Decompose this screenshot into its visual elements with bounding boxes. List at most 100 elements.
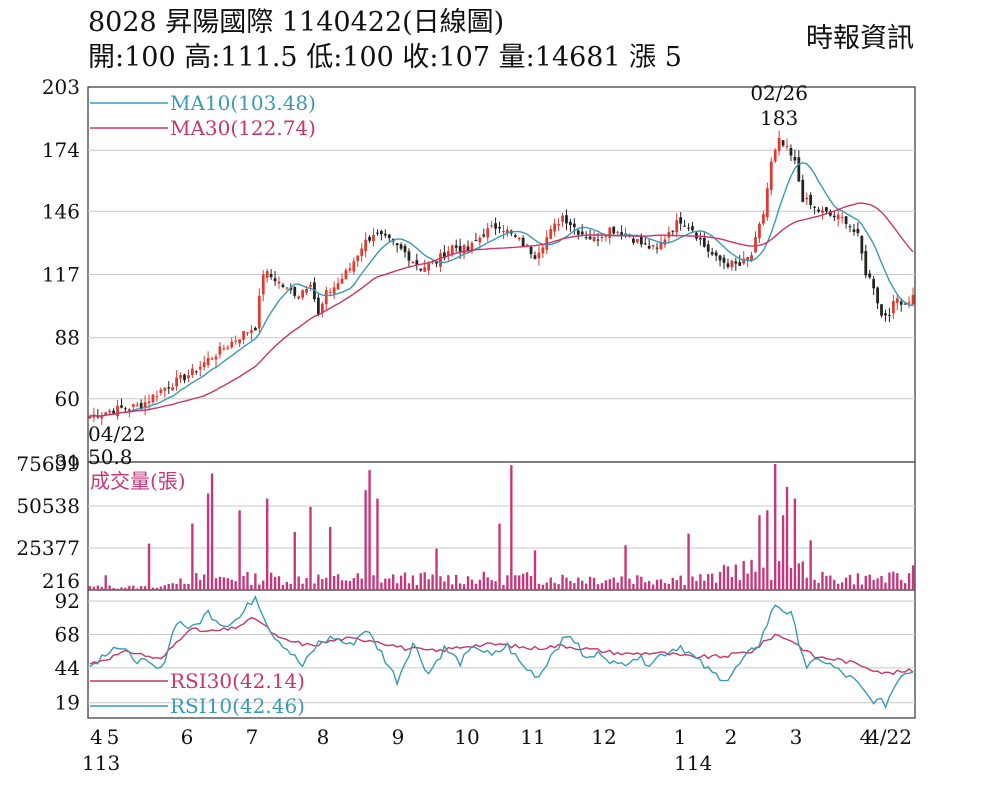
volume-bar [687, 533, 690, 590]
price-tick-label: 146 [42, 199, 80, 223]
volume-tick-label: 75699 [16, 452, 80, 476]
volume-bar [781, 515, 785, 590]
candle-body [163, 387, 167, 391]
candle-body [746, 256, 750, 262]
volume-bar [647, 581, 651, 590]
candle-body [194, 371, 198, 373]
volume-bar [844, 577, 848, 590]
volume-bar [277, 576, 281, 590]
volume-bar [344, 580, 348, 590]
month-tick-label: 10 [454, 725, 479, 749]
volume-bar [285, 581, 289, 590]
volume-bar [817, 582, 820, 590]
month-tick-label: 12 [591, 725, 616, 749]
candle-body [872, 279, 876, 289]
volume-bar [443, 581, 446, 590]
candle-body [190, 368, 194, 376]
candle-body [557, 224, 560, 226]
volume-bar [711, 573, 714, 590]
ohlc-summary: 開:100 高:111.5 低:100 收:107 量:14681 漲 5 [88, 42, 682, 73]
volume-bar [774, 464, 777, 590]
volume-bar [900, 579, 903, 590]
candle-body [419, 268, 423, 271]
candle-body [533, 255, 537, 259]
rsi-legend-entry: RSI10(42.46) [170, 694, 305, 718]
candle-body [876, 287, 879, 304]
candle-body [305, 288, 308, 293]
volume-bar [250, 585, 253, 590]
candle-body [407, 251, 411, 261]
candle-body [750, 255, 753, 261]
volume-bar [860, 584, 864, 590]
volume-bar [514, 575, 517, 590]
candle-body [604, 235, 608, 237]
candle-body [856, 228, 860, 234]
volume-bar [482, 571, 485, 590]
candle-body [120, 405, 123, 408]
volume-bar [167, 583, 170, 590]
candle-body [884, 313, 887, 316]
candle-body [273, 278, 277, 282]
volume-bar [750, 559, 753, 590]
candle-body [888, 314, 891, 316]
volume-bar [545, 582, 548, 590]
candle-body [360, 248, 364, 256]
candle-body [797, 157, 801, 182]
volume-bar [210, 473, 214, 590]
candle-body [490, 225, 494, 227]
candle-body [828, 211, 832, 216]
candle-body [139, 403, 143, 410]
volume-bar [195, 573, 198, 590]
volume-bar [309, 506, 312, 590]
candle-body [679, 217, 683, 224]
candle-body [380, 231, 383, 235]
price-tick-label: 203 [42, 75, 80, 99]
volume-bar [636, 575, 639, 590]
volume-bar [175, 583, 178, 590]
volume-bar [813, 579, 816, 590]
volume-bar [770, 579, 773, 590]
volume-bar [360, 578, 363, 590]
candle-body [340, 278, 344, 284]
candle-body [706, 244, 710, 252]
volume-bar [427, 579, 430, 590]
month-tick-label: 6 [181, 725, 194, 749]
volume-bar [470, 579, 474, 590]
candle-body [769, 161, 773, 191]
volume-panel-title: 成交量(張) [90, 469, 186, 493]
volume-bar [128, 585, 131, 590]
volume-bar [139, 586, 143, 590]
candle-body [880, 304, 883, 316]
volume-bar [911, 565, 915, 590]
volume-bar [325, 577, 328, 590]
candle-body [301, 290, 305, 298]
volume-bar [187, 583, 190, 590]
low-value-annotation: 50.8 [88, 445, 133, 469]
source-label: 時報資訊 [806, 23, 914, 54]
candle-body [143, 402, 147, 409]
candle-body [663, 239, 667, 245]
volume-bar [829, 575, 832, 590]
candle-body [246, 332, 249, 334]
candle-body [561, 215, 564, 222]
candle-body [265, 271, 269, 278]
candle-body [250, 330, 253, 333]
candle-body [655, 247, 659, 249]
volume-bar [533, 550, 537, 590]
candle-body [486, 228, 490, 238]
candle-body [423, 267, 427, 272]
volume-bar [384, 578, 387, 590]
candle-body [659, 242, 663, 250]
candle-body [135, 404, 139, 406]
volume-bar [888, 572, 891, 590]
low-date-annotation: 04/22 [88, 422, 146, 446]
volume-bar [143, 586, 147, 590]
candle-body [773, 149, 777, 162]
candle-body [478, 237, 482, 243]
ma10-line [89, 162, 914, 417]
volume-bar [762, 567, 765, 590]
year-tick-label: 114 [674, 751, 712, 775]
volume-bar [722, 564, 726, 590]
volume-bar [423, 572, 426, 590]
volume-bar [525, 572, 529, 590]
